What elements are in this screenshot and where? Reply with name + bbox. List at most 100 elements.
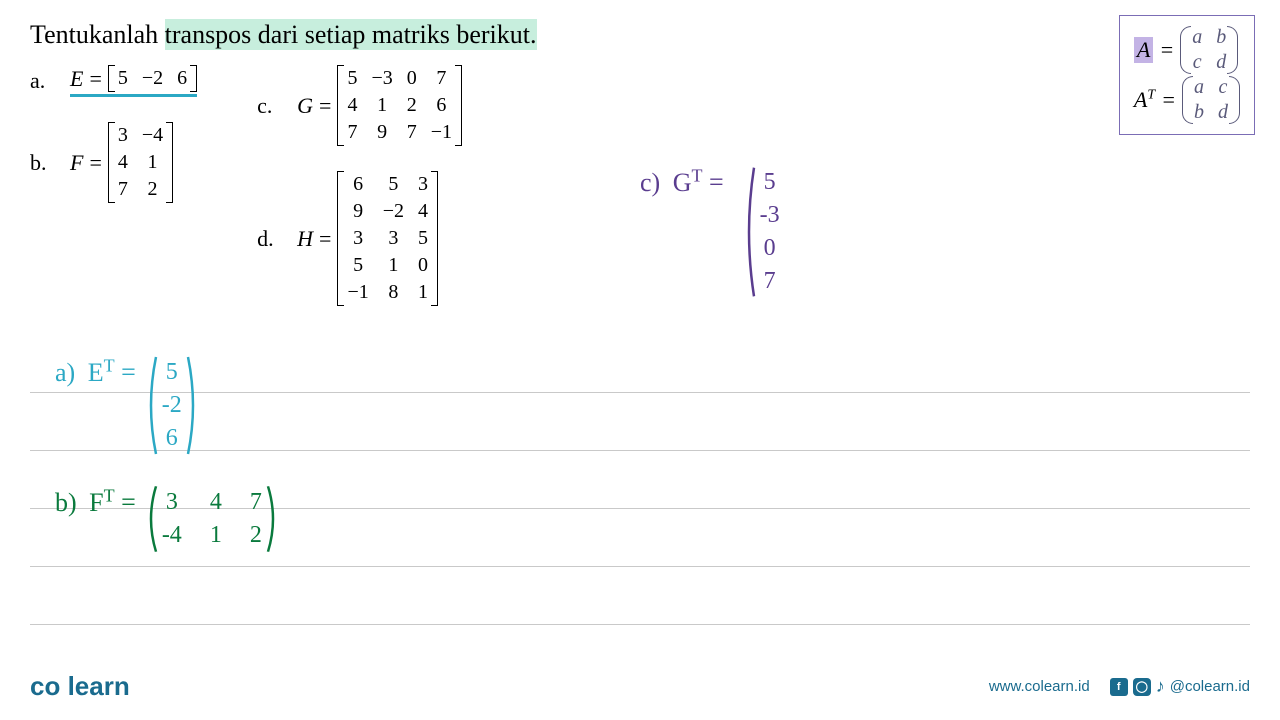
footer-url: www.colearn.id [989, 678, 1090, 695]
problem-d: d. H = 6 5 3 9 −2 4 3 3 [257, 171, 462, 306]
answer-a-base: E [88, 358, 104, 387]
cell: -4 [162, 522, 182, 549]
answer-a-var: ET [88, 358, 115, 387]
cell: a [1192, 26, 1202, 49]
expr-b: F = 3 −4 4 1 7 2 [70, 122, 173, 203]
var-H: H [297, 226, 313, 252]
answer-c: c) GT = 5 -3 0 7 [640, 165, 796, 299]
ruled-line [30, 335, 1250, 393]
logo-co: co [30, 671, 60, 701]
answer-b-eq: = [121, 488, 136, 517]
answer-a-sup: T [104, 355, 115, 375]
matrix-G: 5 −3 0 7 4 1 2 6 7 9 7 −1 [337, 65, 462, 146]
cell: 5 [162, 359, 182, 386]
tiktok-icon: ♪ [1156, 676, 1165, 697]
answer-c-matrix: 5 -3 0 7 [744, 165, 796, 299]
var-E: E [70, 66, 83, 92]
footer: co learn www.colearn.id f ◯ ♪ @colearn.i… [30, 671, 1250, 702]
cell: 3 [383, 227, 404, 250]
cell: 7 [250, 489, 262, 516]
cell: 5 [347, 67, 357, 90]
cell: 3 [162, 489, 182, 516]
ruled-line [30, 567, 1250, 625]
matrix-F: 3 −4 4 1 7 2 [108, 122, 173, 203]
answer-b-lhs: b) FT = [55, 485, 136, 518]
cell: 2 [407, 94, 417, 117]
cell: 7 [118, 178, 128, 201]
problems-left-column: a. E = 5 −2 6 b. F = [30, 65, 197, 306]
cell: 5 [418, 227, 428, 250]
answer-a-label: a) [55, 358, 75, 387]
cell: c [1192, 51, 1202, 74]
cell: d [1216, 51, 1226, 74]
cell: 8 [383, 281, 404, 304]
expr-c: G = 5 −3 0 7 4 1 2 6 7 9 [297, 65, 462, 146]
page-container: Tentukanlah transpos dari setiap matriks… [0, 0, 1280, 720]
cell: −3 [371, 67, 392, 90]
cell: b [1216, 26, 1226, 49]
answer-c-base: G [673, 168, 692, 197]
cell: 5 [760, 169, 780, 196]
eq-b: = [89, 150, 101, 176]
cell: −1 [431, 121, 452, 144]
label-b: b. [30, 150, 55, 176]
cell: 5 [347, 254, 368, 277]
cell: 3 [418, 173, 428, 196]
problem-b: b. F = 3 −4 4 1 7 2 [30, 122, 197, 203]
ruled-line [30, 393, 1250, 451]
transpose-formula-box: A = a b c d AT = a c b d [1119, 15, 1255, 135]
cell: 0 [760, 235, 780, 262]
cell: −2 [383, 200, 404, 223]
cell: 5 [383, 173, 404, 196]
expr-a: E = 5 −2 6 [70, 65, 197, 97]
answer-c-sup: T [691, 165, 702, 185]
answer-b-sup: T [104, 485, 115, 505]
answer-a-matrix: 5 -2 6 [146, 355, 198, 456]
matrix-H: 6 5 3 9 −2 4 3 3 5 5 1 0 −1 [337, 171, 438, 306]
formula-A-var: A [1134, 37, 1153, 63]
formula-AT-var: AT [1134, 87, 1155, 113]
cell: 2 [142, 178, 163, 201]
cell: 7 [347, 121, 357, 144]
eq-a: = [89, 66, 101, 92]
formula-AT: AT = a c b d [1134, 76, 1240, 124]
cell: b [1194, 101, 1204, 124]
answer-a: a) ET = 5 -2 6 [55, 355, 198, 456]
cell: 9 [347, 200, 368, 223]
answer-c-eq: = [709, 168, 724, 197]
answer-b-matrix: 3 4 7 -4 1 2 [146, 485, 278, 553]
cell: -3 [760, 202, 780, 229]
label-c: c. [257, 93, 282, 119]
cell: 4 [210, 489, 222, 516]
footer-right: www.colearn.id f ◯ ♪ @colearn.id [989, 676, 1250, 697]
cell: 6 [162, 425, 182, 452]
cell: 0 [418, 254, 428, 277]
var-G: G [297, 93, 313, 119]
eq-c: = [319, 93, 331, 119]
instagram-icon: ◯ [1133, 678, 1151, 696]
cell: 6 [431, 94, 452, 117]
cell: 1 [418, 281, 428, 304]
answer-a-eq: = [121, 358, 136, 387]
cell: 2 [250, 522, 262, 549]
cell: 6 [177, 67, 187, 90]
problems-right-column: c. G = 5 −3 0 7 4 1 2 6 [257, 65, 462, 306]
problem-c: c. G = 5 −3 0 7 4 1 2 6 [257, 65, 462, 146]
formula-AT-base: A [1134, 87, 1147, 112]
cell: −1 [347, 281, 368, 304]
cell: 5 [118, 67, 128, 90]
cell: −4 [142, 124, 163, 147]
formula-AT-sup: T [1147, 88, 1155, 103]
cell: d [1218, 101, 1228, 124]
answer-a-lhs: a) ET = [55, 355, 136, 388]
cell: -2 [162, 392, 182, 419]
answer-c-lhs: c) GT = [640, 165, 724, 198]
answer-b-var: FT [89, 488, 114, 517]
colearn-logo: co learn [30, 671, 130, 702]
label-d: d. [257, 226, 282, 252]
cell: c [1218, 76, 1228, 99]
cell: 7 [431, 67, 452, 90]
label-a: a. [30, 68, 55, 94]
expr-d: H = 6 5 3 9 −2 4 3 3 5 5 [297, 171, 438, 306]
problem-a: a. E = 5 −2 6 [30, 65, 197, 97]
